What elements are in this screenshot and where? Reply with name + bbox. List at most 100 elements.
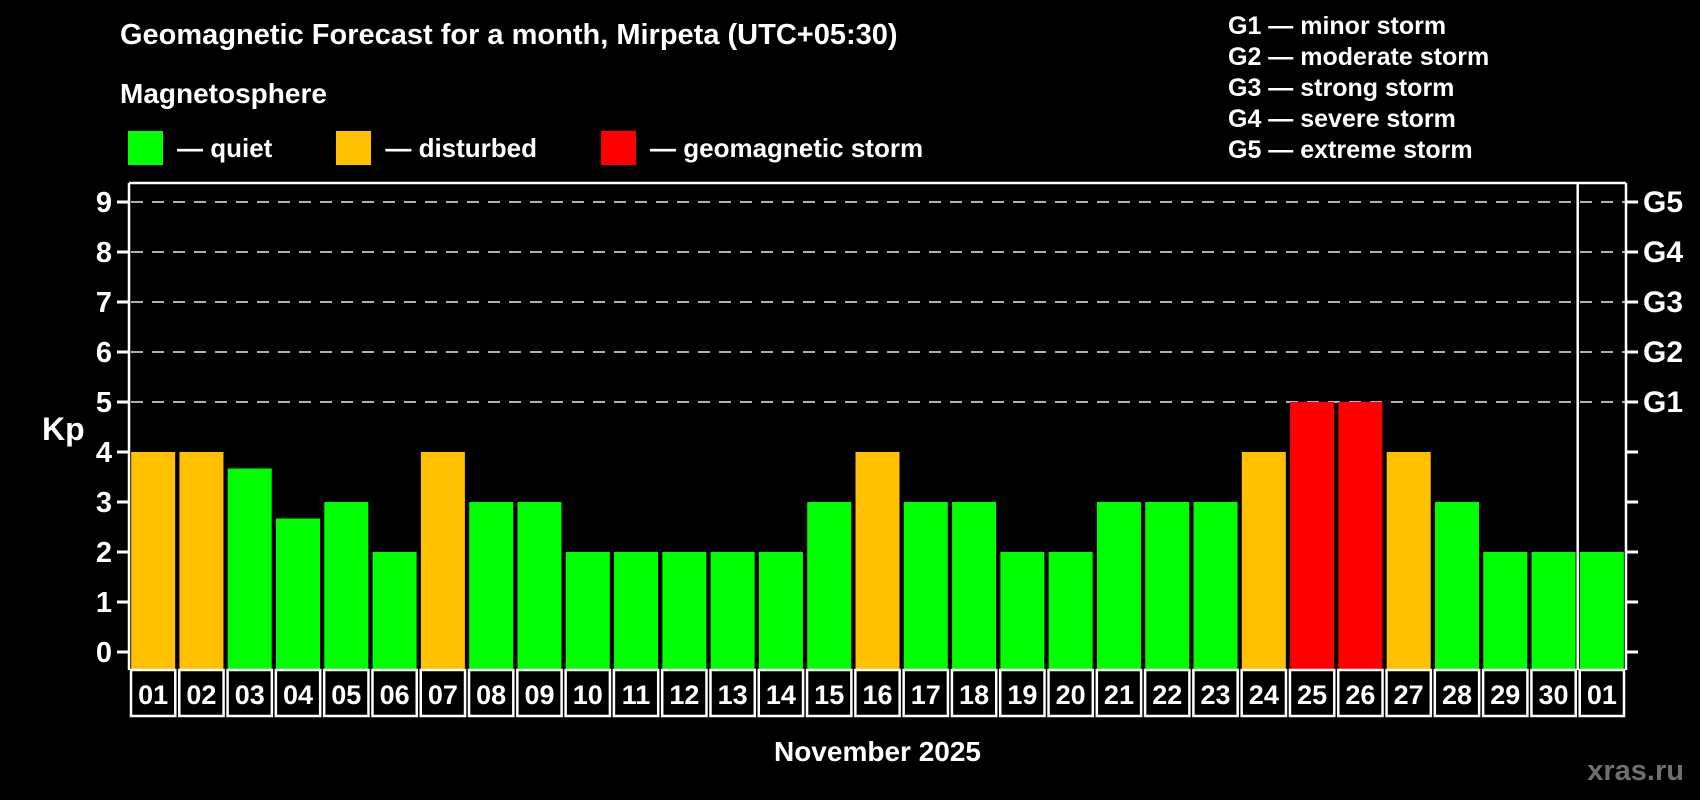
y-tick-label-6: 6 <box>96 337 112 369</box>
day-label-21: 22 <box>1152 680 1182 710</box>
day-label-14: 15 <box>814 680 844 710</box>
magnetosphere-subtitle: Magnetosphere <box>120 78 327 109</box>
watermark: xras.ru <box>1587 755 1684 787</box>
day-label-22: 23 <box>1201 680 1231 710</box>
bar-day-07-disturbed <box>420 452 465 670</box>
bar-day-17-quiet <box>903 502 948 670</box>
day-label-3: 04 <box>283 680 313 710</box>
day-label-9: 10 <box>573 680 603 710</box>
bar-day-14-quiet <box>758 552 803 670</box>
bar-day-21-quiet <box>1096 502 1141 670</box>
day-box-10 <box>612 668 660 718</box>
day-box-6 <box>419 668 467 718</box>
day-box-3 <box>274 668 322 718</box>
g-legend-line-4: G4 — severe storm <box>1228 105 1456 133</box>
day-box-12 <box>709 668 757 718</box>
day-box-22 <box>1192 668 1239 718</box>
y-tick-label-9: 9 <box>96 187 112 219</box>
day-label-17: 18 <box>959 680 989 710</box>
day-label-30: 01 <box>1587 680 1617 710</box>
legend-item-quiet: — quiet <box>128 131 272 165</box>
disturbed-swatch-icon <box>336 131 372 165</box>
quiet-swatch-icon <box>128 131 163 165</box>
bar-day-04-quiet <box>276 518 321 670</box>
day-box-24 <box>1288 668 1336 718</box>
day-box-28 <box>1481 668 1529 718</box>
day-label-16: 17 <box>911 680 941 710</box>
bar-day-06-quiet <box>372 552 417 670</box>
day-box-21 <box>1143 668 1191 718</box>
day-box-23 <box>1240 668 1288 718</box>
day-box-16 <box>902 668 950 718</box>
day-label-24: 25 <box>1297 680 1327 710</box>
bar-day-26-storm <box>1338 402 1383 670</box>
bar-day-29-quiet <box>1483 552 1528 670</box>
bar-day-22-quiet <box>1145 502 1190 670</box>
g-legend-line-1: G1 — minor storm <box>1228 12 1447 40</box>
day-label-28: 29 <box>1490 680 1520 710</box>
day-label-20: 21 <box>1104 680 1134 710</box>
day-box-20 <box>1095 668 1143 718</box>
y-tick-label-1: 1 <box>96 587 112 619</box>
day-label-19: 20 <box>1056 680 1086 710</box>
day-box-7 <box>467 668 515 718</box>
day-box-9 <box>564 668 612 718</box>
day-label-1: 02 <box>186 680 216 710</box>
bar-day-12-quiet <box>662 552 707 670</box>
day-box-14 <box>805 668 853 718</box>
day-box-1 <box>178 668 225 718</box>
legend-item-disturbed: — disturbed <box>336 131 537 165</box>
y-tick-label-5: 5 <box>96 387 112 419</box>
day-label-4: 05 <box>331 680 361 710</box>
legend-label: — geomagnetic storm <box>650 132 924 163</box>
day-label-8: 09 <box>524 680 554 710</box>
day-label-5: 06 <box>380 680 410 710</box>
bar-day-15-quiet <box>807 502 852 670</box>
g-axis-label-G3: G3 <box>1643 286 1683 319</box>
day-box-17 <box>950 668 998 718</box>
bar-day-01-disturbed <box>131 452 176 670</box>
legend-label: — quiet <box>177 132 273 163</box>
bar-day-03-quiet <box>227 468 272 670</box>
g-axis-label-G4: G4 <box>1643 236 1683 269</box>
day-label-15: 16 <box>862 680 892 710</box>
day-label-11: 12 <box>669 680 699 710</box>
bar-day-19-quiet <box>1000 552 1045 670</box>
legend-label: — disturbed <box>385 132 538 163</box>
bar-day-10-quiet <box>565 552 610 670</box>
bar-day-28-quiet <box>1434 502 1479 670</box>
bar-day-24-disturbed <box>1241 452 1286 670</box>
day-box-26 <box>1385 668 1433 718</box>
day-label-26: 27 <box>1394 680 1424 710</box>
y-tick-label-7: 7 <box>96 287 112 319</box>
y-tick-label-8: 8 <box>96 237 112 269</box>
kp-status-legend: — quiet — disturbed — geomagnetic storm <box>128 131 923 165</box>
day-box-4 <box>322 668 370 718</box>
day-label-27: 28 <box>1442 680 1472 710</box>
g-axis-label-G2: G2 <box>1643 336 1683 369</box>
day-box-18 <box>998 668 1046 718</box>
day-label-13: 14 <box>766 680 796 710</box>
day-label-23: 24 <box>1249 680 1279 710</box>
g-legend-line-3: G3 — strong storm <box>1228 74 1455 102</box>
bar-day-27-disturbed <box>1386 452 1431 670</box>
legend-item-storm: — geomagnetic storm <box>601 131 923 165</box>
bar-day-01-quiet <box>1579 552 1624 670</box>
day-label-29: 30 <box>1539 680 1569 710</box>
day-box-2 <box>226 668 274 718</box>
day-box-5 <box>371 668 418 718</box>
bar-day-16-disturbed <box>855 452 900 670</box>
day-box-13 <box>757 668 805 718</box>
day-box-30 <box>1578 668 1626 718</box>
g-axis-label-G1: G1 <box>1643 386 1683 419</box>
bar-day-18-quiet <box>952 502 997 670</box>
bar-day-23-quiet <box>1193 502 1238 670</box>
bar-day-11-quiet <box>614 552 659 670</box>
day-box-0 <box>129 668 177 718</box>
bar-day-05-quiet <box>324 502 369 670</box>
day-box-19 <box>1047 668 1095 718</box>
day-box-8 <box>516 668 563 718</box>
day-box-15 <box>854 668 901 718</box>
day-box-11 <box>660 668 708 718</box>
